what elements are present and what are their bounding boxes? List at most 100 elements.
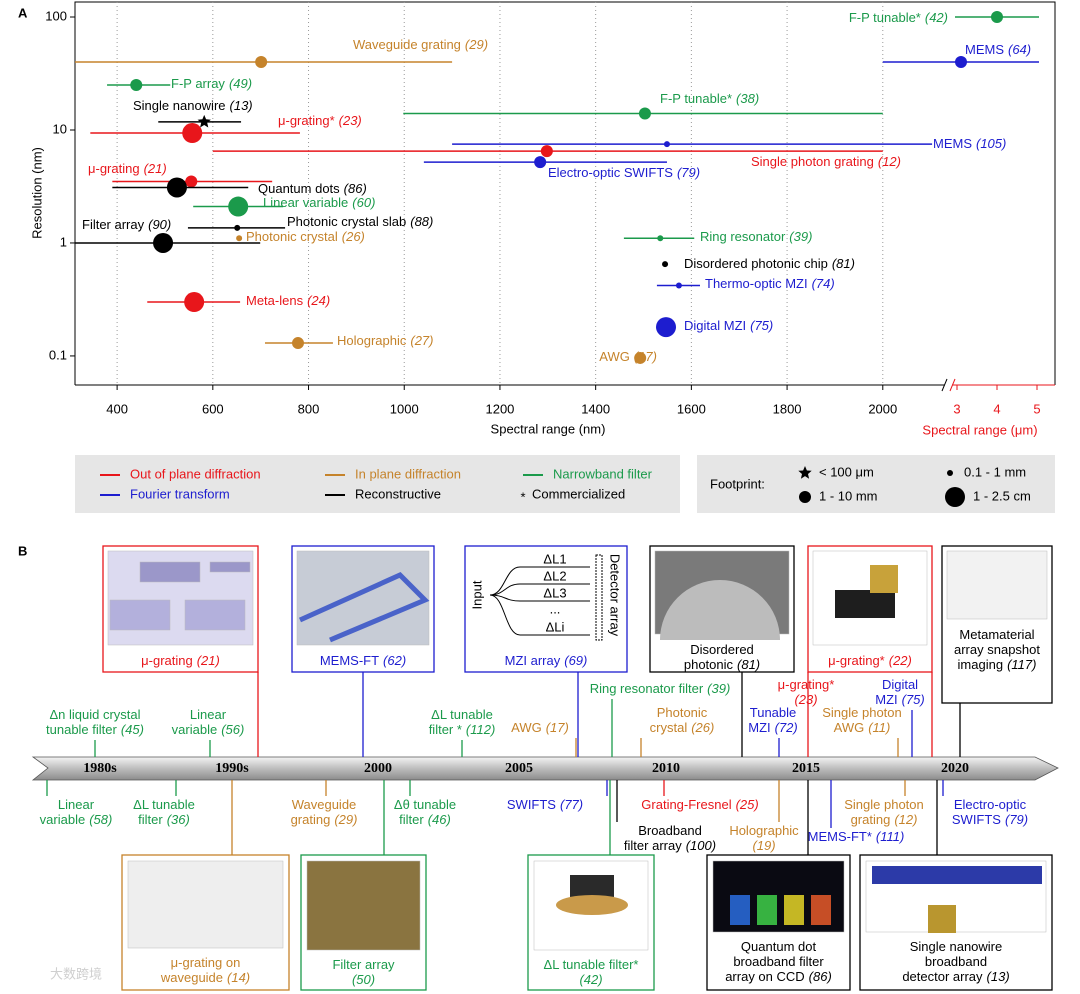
waveguide <box>489 594 590 602</box>
item-label: ΔL tunable <box>133 797 195 812</box>
marker-star <box>197 114 211 128</box>
item-text: Filter array <box>332 957 395 972</box>
footprint-label: 0.1 - 1 mm <box>964 464 1026 479</box>
x-tick-label: 600 <box>202 401 224 416</box>
item-text: Single photon <box>822 705 902 720</box>
panel-label: A <box>18 5 28 20</box>
x-tick-label: 4 <box>993 401 1000 416</box>
item-label: broadband filter <box>733 954 824 969</box>
item-ref: (46) <box>428 812 451 827</box>
image-shape <box>556 895 628 915</box>
point-name: Photonic crystal slab <box>287 214 406 229</box>
item-label: Single photon <box>844 797 924 812</box>
point-ref: (105) <box>976 136 1006 151</box>
point-label: μ-grating (21) <box>88 161 167 176</box>
timeline-label: 2000 <box>364 761 392 776</box>
item-text: Photonic <box>657 705 708 720</box>
item-ref: (19) <box>752 838 775 853</box>
item-text: variable <box>40 812 86 827</box>
item-ref: (42) <box>579 972 602 987</box>
vial <box>784 895 804 925</box>
point-name: AWG <box>599 349 630 364</box>
legend-box <box>75 455 680 513</box>
item-label: MZI (75) <box>875 692 925 707</box>
x-tick-label: 400 <box>106 401 128 416</box>
footprint-box <box>697 455 1055 513</box>
item-label: variable (58) <box>40 812 113 827</box>
item-label: broadband <box>925 954 987 969</box>
marker <box>663 141 670 148</box>
item-ref: (117) <box>1007 657 1036 672</box>
point-name: Waveguide grating <box>353 37 461 52</box>
item-text: Linear <box>58 797 95 812</box>
point-ref: (21) <box>144 161 167 176</box>
image-text: ΔL1 <box>543 551 566 566</box>
point-ref: (27) <box>410 333 433 348</box>
point-ref: (39) <box>789 229 812 244</box>
point-ref: (17) <box>634 349 657 364</box>
item-label: Broadband <box>638 823 702 838</box>
item-label: Single nanowire <box>910 939 1003 954</box>
marker <box>540 145 553 158</box>
item-ref: (22) <box>889 653 912 668</box>
vial <box>757 895 777 925</box>
point-ref: (86) <box>344 181 367 196</box>
item-label: photonic (81) <box>684 657 760 672</box>
item-text: Linear <box>190 707 227 722</box>
item-ref: (79) <box>1005 812 1028 827</box>
watermark: 大数跨境 <box>50 966 102 981</box>
item-ref: (13) <box>987 969 1010 984</box>
item-ref: (112) <box>466 722 495 737</box>
item-label: Waveguide <box>292 797 357 812</box>
item-text: Δθ tunable <box>394 797 456 812</box>
item-label: variable (56) <box>172 722 245 737</box>
item-text: MZI array <box>505 653 561 668</box>
item-ref: (23) <box>794 692 817 707</box>
item-text: ΔL tunable <box>133 797 195 812</box>
item-label: Holographic <box>729 823 799 838</box>
point-name: Linear variable <box>263 195 348 210</box>
legend-label: Narrowband filter <box>553 466 653 481</box>
point-ref: (74) <box>812 276 835 291</box>
marker <box>991 11 1003 24</box>
item-ref: (111) <box>876 829 904 844</box>
item-label: tunable filter (45) <box>46 722 144 737</box>
x-tick-label: 800 <box>298 401 320 416</box>
legend-label: Reconstructive <box>355 486 441 501</box>
item-ref: (62) <box>383 653 406 668</box>
item-label: (42) <box>579 972 602 987</box>
item-label: (19) <box>752 838 775 853</box>
item-label: Single photon <box>822 705 902 720</box>
marker-star <box>798 466 812 479</box>
item-text: detector array <box>902 969 983 984</box>
item-text: grating <box>291 812 331 827</box>
item-ref: (29) <box>334 812 357 827</box>
item-text: ΔL tunable filter* <box>544 957 639 972</box>
item-text: Electro-optic <box>954 797 1027 812</box>
item-label: μ-grating* <box>778 677 835 692</box>
item-ref: (100) <box>686 838 716 853</box>
item-label: μ-grating* (22) <box>828 653 912 668</box>
item-text: tunable filter <box>46 722 117 737</box>
item-ref: (56) <box>221 722 244 737</box>
image-text: ΔL2 <box>543 568 566 583</box>
marker <box>255 55 268 68</box>
image-shape <box>928 905 956 933</box>
point-label: Ring resonator (39) <box>700 229 812 244</box>
item-text: MZI <box>875 692 897 707</box>
marker <box>947 470 953 476</box>
legend-label: Out of plane diffraction <box>130 466 261 481</box>
timeline-arrow <box>31 756 1059 781</box>
item-label: Δθ tunable <box>394 797 456 812</box>
marker <box>130 79 143 92</box>
x-axis-label: Spectral range (nm) <box>491 421 606 436</box>
axis-break <box>941 378 948 392</box>
axis-frame <box>74 1 1056 385</box>
item-label: MZI (72) <box>748 720 798 735</box>
point-ref: (29) <box>465 37 488 52</box>
item-text: SWIFTS <box>952 812 1001 827</box>
y-tick-label: 0.1 <box>49 347 67 362</box>
point-label: Digital MZI (75) <box>684 318 773 333</box>
item-label: waveguide (14) <box>160 970 250 985</box>
